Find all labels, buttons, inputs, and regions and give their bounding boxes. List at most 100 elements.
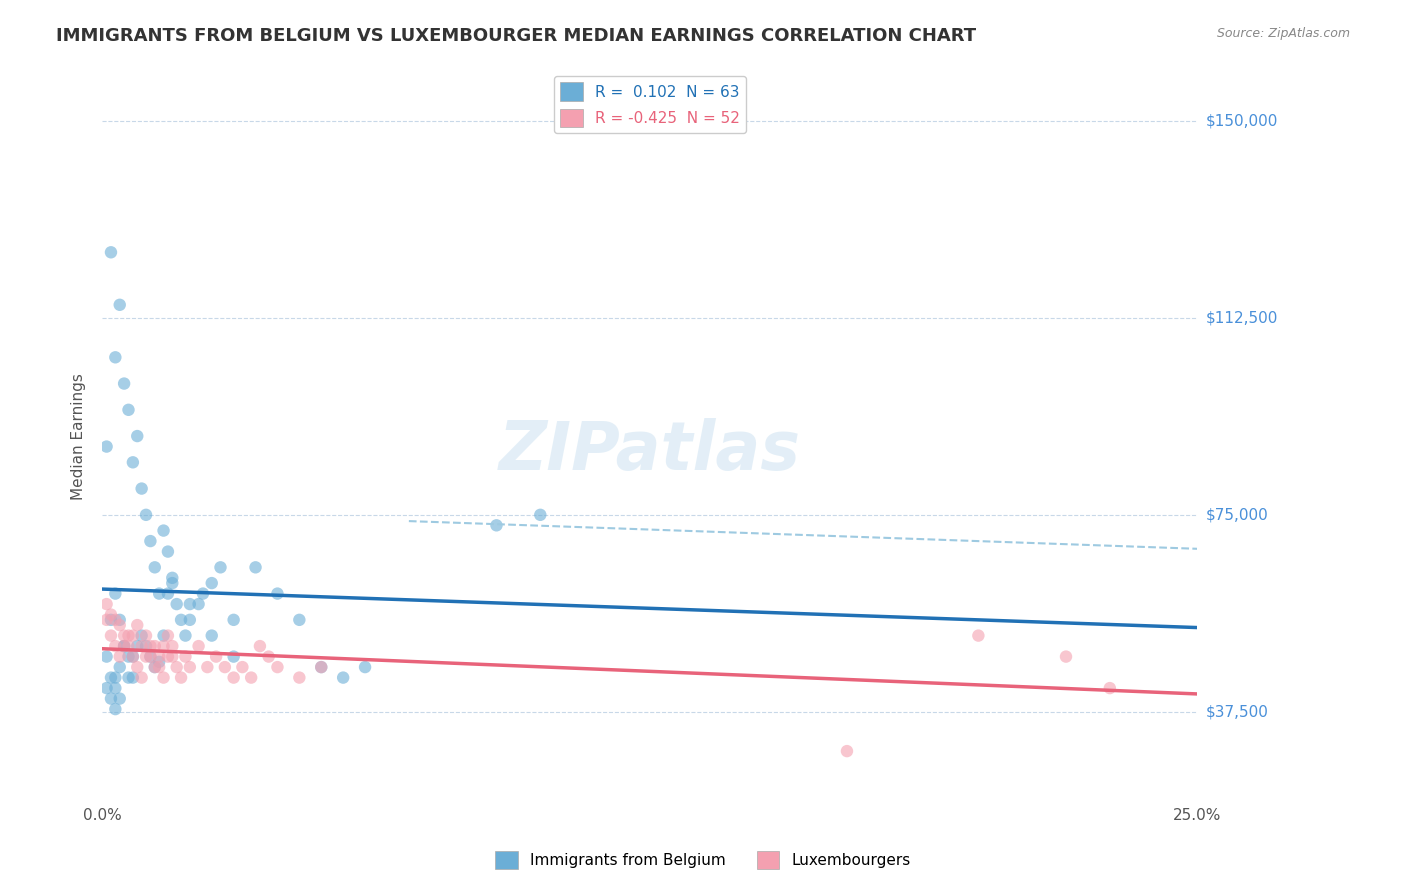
- Point: [117, 639, 139, 653]
- Point: [191, 586, 214, 600]
- Point: [104, 681, 127, 695]
- Point: [162, 649, 184, 664]
- Point: [170, 671, 193, 685]
- Point: [135, 629, 157, 643]
- Point: [112, 639, 135, 653]
- Point: [309, 660, 332, 674]
- Point: [179, 613, 201, 627]
- Point: [127, 639, 149, 653]
- Point: [139, 649, 162, 664]
- Point: [143, 660, 166, 674]
- Point: [148, 586, 170, 600]
- Point: [104, 639, 127, 653]
- Point: [108, 691, 131, 706]
- Point: [122, 649, 145, 664]
- Text: ZIPatlas: ZIPatlas: [499, 417, 801, 483]
- Point: [143, 660, 166, 674]
- Point: [135, 508, 157, 522]
- Point: [135, 639, 157, 653]
- Point: [127, 618, 149, 632]
- Point: [96, 681, 118, 695]
- Point: [127, 660, 149, 674]
- Legend: Immigrants from Belgium, Luxembourgers: Immigrants from Belgium, Luxembourgers: [489, 845, 917, 875]
- Point: [112, 629, 135, 643]
- Point: [162, 571, 184, 585]
- Point: [112, 376, 135, 391]
- Text: $75,000: $75,000: [1206, 508, 1270, 523]
- Point: [104, 613, 127, 627]
- Point: [195, 660, 218, 674]
- Point: [332, 671, 354, 685]
- Point: [156, 629, 179, 643]
- Point: [156, 544, 179, 558]
- Point: [156, 586, 179, 600]
- Point: [485, 518, 508, 533]
- Point: [100, 671, 122, 685]
- Point: [152, 671, 174, 685]
- Point: [245, 560, 267, 574]
- Point: [529, 508, 551, 522]
- Point: [288, 613, 311, 627]
- Text: $112,500: $112,500: [1206, 310, 1278, 326]
- Point: [156, 649, 179, 664]
- Point: [152, 524, 174, 538]
- Point: [240, 671, 263, 685]
- Point: [100, 607, 122, 622]
- Point: [108, 660, 131, 674]
- Text: $150,000: $150,000: [1206, 113, 1278, 128]
- Point: [222, 613, 245, 627]
- Point: [112, 639, 135, 653]
- Point: [139, 639, 162, 653]
- Point: [1098, 681, 1121, 695]
- Point: [131, 639, 153, 653]
- Point: [131, 482, 153, 496]
- Point: [117, 671, 139, 685]
- Point: [201, 576, 224, 591]
- Point: [108, 618, 131, 632]
- Point: [96, 597, 118, 611]
- Point: [354, 660, 377, 674]
- Point: [112, 639, 135, 653]
- Point: [222, 649, 245, 664]
- Point: [131, 629, 153, 643]
- Point: [249, 639, 271, 653]
- Point: [174, 629, 197, 643]
- Text: $37,500: $37,500: [1206, 704, 1270, 719]
- Point: [135, 649, 157, 664]
- Point: [104, 351, 127, 365]
- Point: [266, 660, 288, 674]
- Point: [148, 660, 170, 674]
- Point: [288, 671, 311, 685]
- Point: [152, 629, 174, 643]
- Point: [174, 649, 197, 664]
- Point: [162, 576, 184, 591]
- Point: [170, 613, 193, 627]
- Point: [122, 649, 145, 664]
- Point: [152, 639, 174, 653]
- Point: [100, 245, 122, 260]
- Point: [127, 429, 149, 443]
- Point: [139, 649, 162, 664]
- Point: [222, 671, 245, 685]
- Point: [201, 629, 224, 643]
- Point: [967, 629, 990, 643]
- Point: [835, 744, 858, 758]
- Point: [100, 691, 122, 706]
- Point: [117, 649, 139, 664]
- Point: [108, 649, 131, 664]
- Point: [108, 298, 131, 312]
- Point: [205, 649, 228, 664]
- Point: [209, 560, 232, 574]
- Point: [309, 660, 332, 674]
- Point: [266, 586, 288, 600]
- Point: [148, 655, 170, 669]
- Point: [231, 660, 253, 674]
- Point: [122, 455, 145, 469]
- Point: [166, 597, 188, 611]
- Point: [131, 671, 153, 685]
- Point: [104, 702, 127, 716]
- Point: [179, 597, 201, 611]
- Point: [108, 613, 131, 627]
- Point: [257, 649, 280, 664]
- Point: [104, 586, 127, 600]
